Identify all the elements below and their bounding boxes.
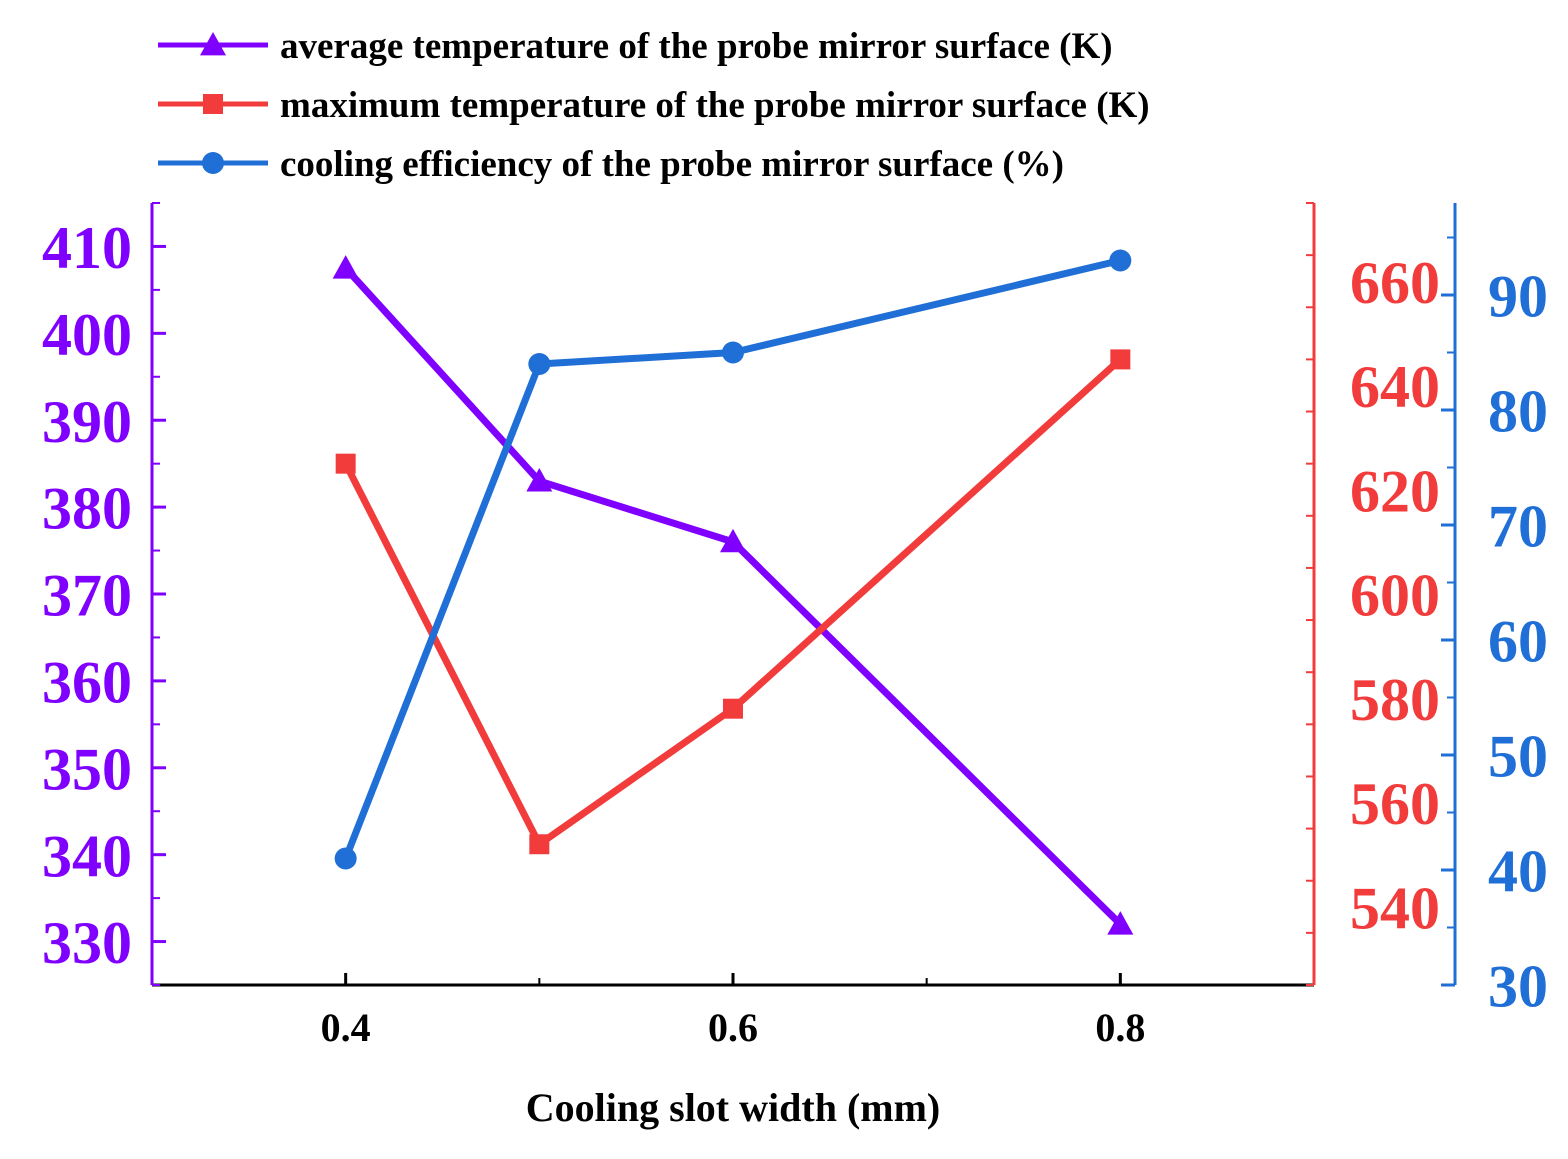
legend-marker <box>203 94 223 114</box>
right-y-axis-tick-label: 620 <box>1350 458 1440 524</box>
legend-label: cooling efficiency of the probe mirror s… <box>280 144 1064 185</box>
far-right-y-axis-tick-label: 50 <box>1488 724 1548 790</box>
series-line <box>343 265 1123 927</box>
data-point <box>1109 249 1132 272</box>
data-point <box>722 341 744 364</box>
data-point <box>528 353 551 375</box>
far-right-y-axis-tick-label: 40 <box>1488 839 1548 905</box>
left-y-axis-tick-label: 410 <box>42 215 132 281</box>
data-point <box>335 453 356 474</box>
x-tick-label: 0.4 <box>321 1005 371 1050</box>
legend-item: cooling efficiency of the probe mirror s… <box>158 144 1064 185</box>
left-y-axis-tick-label: 370 <box>42 563 132 629</box>
series-triangle <box>332 255 1134 935</box>
legend-label: average temperature of the probe mirror … <box>280 26 1113 67</box>
axes: 0.4 0.6 0.8 330 340 350 360 370 380 390 400 410 540 5… <box>42 202 1548 1050</box>
far-right-y-axis-tick-label: 90 <box>1488 264 1548 330</box>
data-point <box>332 255 359 279</box>
left-y-axis-tick-label: 400 <box>42 302 132 368</box>
series-circle <box>334 249 1132 870</box>
far-right-y-axis-tick-label: 70 <box>1488 494 1548 560</box>
series-square <box>335 349 1131 855</box>
right-y-axis-tick-label: 660 <box>1350 250 1440 316</box>
x-axis-label: Cooling slot width (mm) <box>526 1085 940 1130</box>
left-y-axis-tick-label: 390 <box>42 389 132 455</box>
data-point <box>526 468 553 492</box>
legend-label: maximum temperature of the probe mirror … <box>280 85 1150 126</box>
data-point <box>1110 349 1131 370</box>
data-point <box>720 528 746 553</box>
left-y-axis-tick-label: 360 <box>42 649 132 715</box>
x-tick-label: 0.6 <box>708 1005 758 1050</box>
series-line <box>342 356 1123 848</box>
left-y-axis-tick-label: 380 <box>42 476 132 542</box>
data-point <box>1107 911 1134 935</box>
far-right-y-axis-tick-label: 60 <box>1488 609 1548 675</box>
legend-marker <box>202 152 224 174</box>
legend-item: maximum temperature of the probe mirror … <box>158 85 1150 126</box>
right-y-axis-tick-label: 640 <box>1350 354 1440 420</box>
left-y-axis-tick-label: 340 <box>42 823 132 889</box>
legend: average temperature of the probe mirror … <box>158 26 1150 185</box>
series-layer <box>332 249 1134 935</box>
data-point <box>529 834 550 855</box>
far-right-y-axis-tick-label: 30 <box>1488 954 1548 1020</box>
right-y-axis-tick-label: 560 <box>1350 771 1440 837</box>
series-line <box>342 257 1122 860</box>
x-tick-label: 0.8 <box>1095 1005 1145 1050</box>
left-y-axis-tick-label: 330 <box>42 910 132 976</box>
legend-item: average temperature of the probe mirror … <box>158 26 1113 67</box>
left-y-axis-tick-label: 350 <box>42 736 132 802</box>
far-right-y-axis-tick-label: 80 <box>1488 379 1548 445</box>
data-point <box>334 847 357 870</box>
right-y-axis-tick-label: 580 <box>1350 667 1440 733</box>
data-point <box>723 698 743 719</box>
right-y-axis-tick-label: 600 <box>1350 563 1440 629</box>
legend-marker <box>200 32 226 56</box>
right-y-axis-tick-label: 540 <box>1350 875 1440 941</box>
